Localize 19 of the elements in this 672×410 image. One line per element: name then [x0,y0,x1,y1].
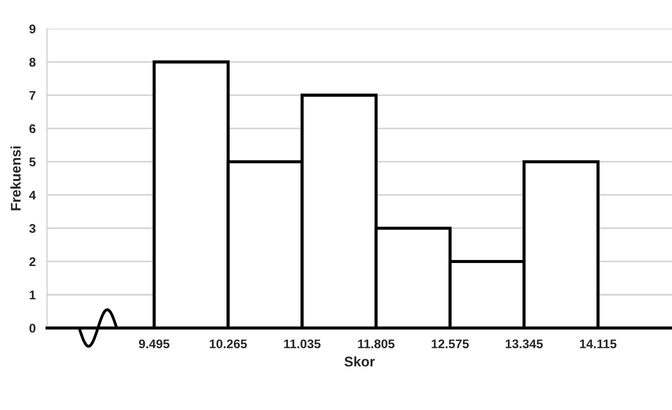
x-tick-label: 14.115 [580,340,616,348]
y-tick-label: 1 [30,290,36,300]
y-tick-label: 3 [29,224,36,233]
y-tick-label: 2 [29,257,36,266]
y-tick-label: 5 [29,158,36,166]
y-axis-title: Frekuensi [10,146,21,210]
y-tick-label: 0 [29,324,36,333]
y-tick-label: 8 [29,58,36,67]
x-tick-label: 13.345 [506,339,543,348]
y-tick-label: 4 [29,190,36,200]
x-tick-label: 12.575 [432,339,469,348]
x-tick-label: 11.035 [284,339,321,348]
x-tick-label: 9.495 [138,339,170,348]
x-axis-title: Skor [344,356,375,367]
x-tick-label: 10.265 [210,339,247,348]
y-tick-label: 7 [30,91,36,100]
y-tick-label: 6 [29,124,36,134]
x-tick-label: 11.805 [358,339,395,348]
y-tick-label: 9 [29,24,36,34]
